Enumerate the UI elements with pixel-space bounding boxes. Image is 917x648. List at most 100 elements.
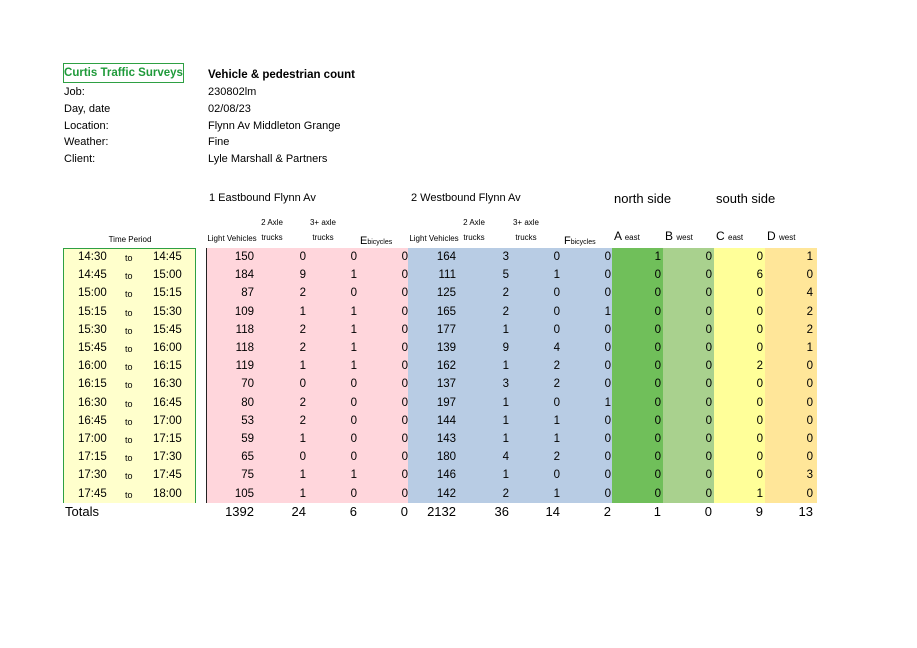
cell-eastbound-2axle: 1 xyxy=(299,305,306,318)
bicycles-e-header: Ebicycles xyxy=(360,235,393,247)
cell-eastbound-light: 109 xyxy=(234,305,254,318)
cell-eastbound-bicycles: 0 xyxy=(401,251,408,263)
cell-ped-a-east: 0 xyxy=(654,323,661,336)
cell-ped-b-west: 0 xyxy=(705,433,712,445)
cell-eastbound-bicycles: 0 xyxy=(401,287,408,300)
date-label: Day, date xyxy=(64,103,111,115)
period-start: 14:30 xyxy=(78,251,107,263)
cell-westbound-3axle: 1 xyxy=(553,414,560,427)
cell-ped-c-east: 2 xyxy=(756,360,763,373)
cell-eastbound-light: 119 xyxy=(235,360,254,373)
cell-westbound-2axle: 1 xyxy=(502,360,509,373)
cell-eastbound-light: 75 xyxy=(241,469,254,482)
cell-westbound-3axle: 2 xyxy=(553,360,560,373)
cell-westbound-bicycles: 1 xyxy=(604,305,611,318)
cell-eastbound-2axle: 0 xyxy=(299,451,306,464)
total-eastbound-3axle: 6 xyxy=(349,504,357,519)
period-to: to xyxy=(125,435,133,445)
cell-ped-c-east: 0 xyxy=(756,451,763,464)
cell-westbound-light: 165 xyxy=(436,305,456,318)
cell-ped-b-west: 0 xyxy=(705,469,712,482)
period-end: 15:00 xyxy=(153,269,182,282)
light-vehicles-header-2: Light Vehicles xyxy=(409,234,459,243)
cell-eastbound-bicycles: 0 xyxy=(401,469,408,482)
cell-eastbound-2axle: 2 xyxy=(299,342,306,354)
cell-ped-d-west: 0 xyxy=(806,451,813,464)
period-start: 14:45 xyxy=(78,269,107,282)
cell-eastbound-bicycles: 0 xyxy=(401,342,408,354)
period-end: 17:00 xyxy=(153,414,182,427)
cell-westbound-bicycles: 0 xyxy=(604,414,611,427)
axle3-header-bottom: trucks xyxy=(312,233,334,242)
cell-westbound-light: 164 xyxy=(436,251,456,263)
cell-eastbound-light: 150 xyxy=(234,251,254,263)
period-end: 16:00 xyxy=(153,342,182,354)
period-to: to xyxy=(125,453,133,464)
ped-c-band xyxy=(714,248,765,503)
cell-westbound-2axle: 1 xyxy=(502,396,509,409)
cell-westbound-bicycles: 0 xyxy=(604,378,611,391)
cell-westbound-bicycles: 0 xyxy=(604,323,611,336)
cell-ped-d-west: 0 xyxy=(806,360,813,373)
cell-eastbound-3axle: 1 xyxy=(350,323,357,336)
cell-westbound-bicycles: 0 xyxy=(604,360,611,373)
cell-eastbound-2axle: 9 xyxy=(299,269,306,282)
period-end: 17:15 xyxy=(153,433,182,445)
eastbound-band xyxy=(206,248,408,503)
period-start: 15:45 xyxy=(78,342,107,354)
cell-ped-a-east: 0 xyxy=(654,305,661,318)
cell-westbound-bicycles: 0 xyxy=(604,469,611,482)
cell-eastbound-2axle: 2 xyxy=(299,287,306,300)
total-westbound-2axle: 36 xyxy=(494,504,509,519)
total-ped-a-east: 1 xyxy=(653,504,661,519)
client-value: Lyle Marshall & Partners xyxy=(208,153,328,165)
cell-ped-a-east: 0 xyxy=(654,287,661,300)
total-ped-b-west: 0 xyxy=(704,504,712,519)
cell-westbound-bicycles: 0 xyxy=(604,451,611,464)
period-to: to xyxy=(125,380,133,391)
cell-ped-a-east: 0 xyxy=(654,487,661,500)
bicycles-f-header: Fbicycles xyxy=(564,235,596,247)
cell-eastbound-3axle: 1 xyxy=(350,305,357,318)
ped-d-header: D west xyxy=(767,229,796,243)
cell-eastbound-bicycles: 0 xyxy=(401,487,408,500)
job-value: 230802lm xyxy=(208,86,257,98)
cell-ped-b-west: 0 xyxy=(705,396,712,409)
cell-eastbound-3axle: 0 xyxy=(350,487,357,500)
total-eastbound-light: 1392 xyxy=(225,504,254,519)
cell-ped-a-east: 0 xyxy=(654,433,661,445)
axle2-header-top: 2 Axle xyxy=(261,218,283,227)
cell-westbound-2axle: 4 xyxy=(502,451,509,464)
cell-eastbound-3axle: 0 xyxy=(350,251,357,263)
cell-ped-c-east: 0 xyxy=(756,414,763,427)
cell-westbound-2axle: 1 xyxy=(502,469,509,482)
cell-eastbound-2axle: 2 xyxy=(299,414,306,427)
period-start: 16:30 xyxy=(78,396,107,409)
cell-eastbound-bicycles: 0 xyxy=(401,414,408,427)
cell-westbound-2axle: 9 xyxy=(502,342,509,354)
period-to: to xyxy=(125,253,133,263)
period-end: 16:30 xyxy=(153,378,182,391)
cell-westbound-bicycles: 1 xyxy=(604,396,611,409)
ped-a-band xyxy=(612,248,663,503)
cell-ped-b-west: 0 xyxy=(705,305,712,318)
cell-westbound-light: 137 xyxy=(436,378,456,391)
cell-ped-c-east: 0 xyxy=(756,433,763,445)
cell-westbound-3axle: 2 xyxy=(553,378,560,391)
cell-eastbound-light: 65 xyxy=(241,451,254,464)
cell-westbound-2axle: 3 xyxy=(502,378,509,391)
period-start: 15:15 xyxy=(78,305,107,318)
period-to: to xyxy=(125,489,133,500)
cell-ped-d-west: 0 xyxy=(806,414,813,427)
cell-ped-a-east: 0 xyxy=(654,451,661,464)
period-end: 14:45 xyxy=(153,251,182,263)
company-logo: Curtis Traffic Surveys xyxy=(63,63,184,83)
cell-westbound-light: 142 xyxy=(436,487,456,500)
cell-westbound-bicycles: 0 xyxy=(604,487,611,500)
ped-b-band xyxy=(663,248,714,503)
cell-eastbound-light: 70 xyxy=(241,378,254,391)
client-label: Client: xyxy=(64,153,96,165)
cell-ped-b-west: 0 xyxy=(705,323,712,336)
cell-westbound-3axle: 0 xyxy=(553,305,560,318)
total-eastbound-2axle: 24 xyxy=(291,504,306,519)
